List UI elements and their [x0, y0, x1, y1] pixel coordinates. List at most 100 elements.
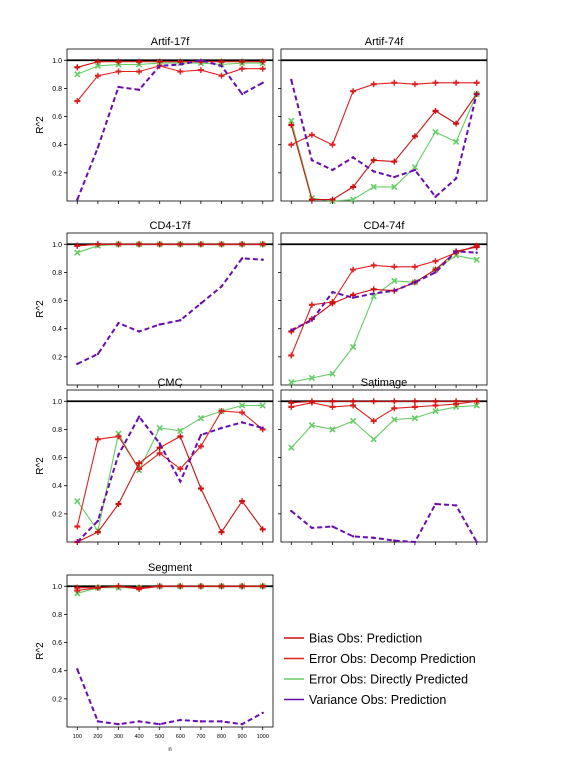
point-marker-error_decomp — [74, 523, 81, 530]
point-marker-bias — [239, 241, 246, 248]
chart-panel-6: Satimage — [278, 377, 488, 545]
point-marker-bias — [197, 485, 204, 492]
x-tick-label: 200 — [93, 734, 102, 740]
point-marker-bias — [94, 529, 101, 536]
point-marker-bias — [329, 398, 336, 405]
series-line-variance — [290, 502, 478, 544]
x-tick-label: 800 — [217, 734, 226, 740]
point-marker-bias — [432, 107, 439, 114]
point-marker-bias — [218, 583, 225, 590]
point-marker-variance — [158, 722, 161, 726]
y-tick-label: 0.6 — [52, 640, 62, 647]
point-marker-error_direct — [473, 256, 480, 263]
chart-title: CD4-17f — [150, 220, 192, 232]
point-marker-variance — [158, 442, 161, 445]
point-marker-bias — [218, 529, 225, 536]
point-marker-error_decomp — [288, 352, 295, 359]
point-marker-variance — [372, 536, 375, 539]
chart-title: CD4-74f — [364, 220, 406, 232]
y-tick-label: 0.2 — [52, 511, 62, 518]
y-tick-label: 1.0 — [52, 242, 62, 249]
legend: Bias Obs: Prediction Error Obs: Decomp Pr… — [284, 632, 476, 707]
point-marker-error_decomp — [308, 131, 315, 138]
series-line-error_decomp — [291, 400, 477, 422]
point-marker-variance — [220, 64, 223, 68]
chart-title: CMC — [157, 377, 182, 389]
y-tick-label: 0.6 — [52, 114, 62, 121]
legend-item-error_decomp: Error Obs: Decomp Prediction — [284, 652, 476, 666]
point-marker-variance — [290, 509, 293, 513]
point-marker-variance — [240, 722, 244, 726]
point-marker-variance — [76, 198, 79, 201]
point-marker-error_decomp — [308, 301, 315, 308]
series-line-bias — [77, 435, 264, 543]
x-tick-label: 900 — [238, 734, 247, 740]
point-marker-variance — [261, 426, 264, 430]
point-marker-bias — [391, 398, 398, 405]
point-marker-variance — [393, 539, 396, 542]
point-marker-variance — [310, 526, 314, 530]
point-marker-bias — [156, 583, 163, 590]
series-line-variance — [76, 668, 264, 726]
point-marker-variance — [331, 290, 334, 294]
series-line-variance — [290, 250, 477, 332]
point-marker-bias — [177, 241, 184, 248]
series-line-variance — [76, 59, 264, 200]
plot-frame — [280, 232, 488, 386]
legend-label: Bias Obs: Prediction — [309, 632, 422, 646]
point-marker-error_direct — [349, 343, 357, 351]
point-marker-error_decomp — [197, 443, 204, 450]
point-marker-error_direct — [308, 374, 316, 382]
y-tick-label: 0.4 — [52, 483, 62, 490]
series-line-error_decomp — [76, 65, 263, 102]
point-marker-error_decomp — [370, 81, 377, 88]
point-marker-error_decomp — [329, 141, 336, 148]
point-marker-error_decomp — [239, 409, 246, 416]
point-marker-bias — [197, 241, 204, 248]
point-marker-bias — [453, 398, 460, 405]
point-marker-bias — [370, 286, 377, 293]
chart-title: Artif-17f — [151, 36, 190, 48]
point-marker-bias — [136, 584, 143, 591]
x-tick-label: 700 — [196, 734, 205, 740]
point-marker-variance — [76, 668, 79, 671]
plot-frame — [66, 232, 274, 386]
series-line-bias — [290, 93, 478, 201]
x-tick-label: 400 — [135, 734, 144, 740]
point-marker-error_direct — [177, 427, 184, 434]
point-marker-error_direct — [432, 407, 439, 415]
series-line-bias — [77, 585, 263, 589]
y-tick-label: 0.8 — [52, 427, 62, 434]
point-marker-variance — [413, 540, 417, 544]
point-marker-error_decomp — [432, 79, 439, 86]
point-marker-bias — [94, 241, 101, 248]
point-marker-error_decomp — [288, 141, 295, 148]
y-tick-label: 0.2 — [52, 696, 62, 703]
legend-label: Error Obs: Directly Predicted — [309, 673, 468, 687]
point-marker-variance — [413, 281, 417, 284]
point-marker-error_direct — [370, 183, 377, 191]
x-axis-label: n — [168, 747, 171, 753]
y-tick-label: 1.0 — [52, 399, 62, 406]
point-marker-error_direct — [473, 402, 480, 409]
point-marker-variance — [331, 168, 334, 172]
point-marker-variance — [179, 63, 182, 66]
plot-frame — [66, 389, 274, 543]
point-marker-bias — [136, 460, 143, 467]
point-marker-error_direct — [74, 71, 81, 78]
legend-item-error_direct: Error Obs: Directly Predicted — [284, 673, 468, 687]
y-tick-label: 0.4 — [52, 326, 62, 333]
point-marker-bias — [177, 583, 184, 590]
point-marker-error_direct — [349, 196, 357, 203]
point-marker-bias — [329, 196, 336, 203]
y-tick-label: 0.6 — [52, 298, 62, 305]
point-marker-variance — [351, 296, 355, 299]
point-marker-error_decomp — [177, 465, 184, 472]
x-tick-label: 1000 — [257, 734, 269, 740]
point-marker-variance — [137, 330, 141, 333]
plot-frame — [66, 574, 274, 728]
point-marker-bias — [156, 58, 163, 65]
point-marker-bias — [115, 241, 122, 248]
point-marker-variance — [158, 323, 161, 326]
